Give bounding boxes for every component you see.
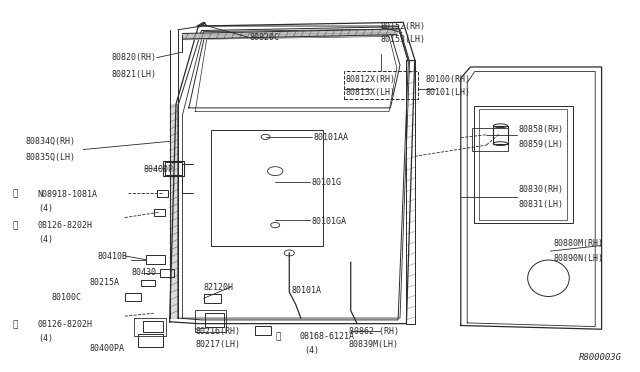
Text: 08126-8202H: 08126-8202H — [37, 221, 92, 230]
Text: 80216(RH): 80216(RH) — [195, 327, 240, 336]
Text: 80101GA: 80101GA — [312, 217, 347, 226]
Text: Ⓝ: Ⓝ — [13, 190, 18, 199]
Bar — [195, 310, 226, 332]
Text: 80152(RH): 80152(RH) — [381, 22, 426, 31]
Text: (4): (4) — [38, 235, 53, 244]
Text: 80410B: 80410B — [98, 252, 128, 261]
Bar — [255, 326, 271, 335]
Text: 80890N(LH): 80890N(LH) — [554, 254, 604, 263]
Text: 80821(LH): 80821(LH) — [112, 70, 157, 79]
Text: Ⓑ: Ⓑ — [13, 320, 18, 329]
Text: 80101(LH): 80101(LH) — [426, 89, 470, 97]
Text: 80215A: 80215A — [90, 278, 120, 287]
Bar — [472, 128, 508, 151]
Bar — [146, 255, 165, 264]
Text: 80839M(LH): 80839M(LH) — [349, 340, 399, 349]
Text: R800003G: R800003G — [579, 353, 622, 362]
Bar — [157, 190, 168, 197]
Text: 80101G: 80101G — [312, 178, 342, 187]
Text: Ⓑ: Ⓑ — [275, 332, 280, 341]
Text: 80100C: 80100C — [51, 293, 81, 302]
Text: 80217(LH): 80217(LH) — [195, 340, 240, 349]
Bar — [163, 161, 184, 176]
Bar — [344, 71, 418, 99]
Text: 08126-8202H: 08126-8202H — [37, 320, 92, 329]
Text: Ⓑ: Ⓑ — [13, 221, 18, 230]
Text: 80400PA: 80400PA — [90, 344, 125, 353]
Text: 80831(LH): 80831(LH) — [518, 200, 563, 209]
Bar — [141, 280, 155, 286]
Bar — [479, 109, 567, 220]
Bar — [160, 269, 174, 277]
Bar — [125, 293, 141, 301]
Text: 80400P: 80400P — [144, 165, 174, 174]
Text: 80820(RH): 80820(RH) — [112, 53, 157, 62]
Bar — [204, 294, 221, 303]
Text: 80880M(RH): 80880M(RH) — [554, 239, 604, 248]
Bar — [138, 334, 163, 347]
Bar — [474, 106, 573, 223]
Text: 80859(LH): 80859(LH) — [518, 140, 563, 149]
Text: 08168-6121A: 08168-6121A — [300, 332, 355, 341]
Text: 80812X(RH): 80812X(RH) — [346, 76, 396, 84]
Text: 80100(RH): 80100(RH) — [426, 76, 470, 84]
Text: 80835Q(LH): 80835Q(LH) — [26, 153, 76, 161]
Bar — [493, 126, 508, 144]
Text: 80153(LH): 80153(LH) — [381, 35, 426, 44]
Text: (4): (4) — [304, 346, 319, 355]
Text: 80101A: 80101A — [291, 286, 321, 295]
Text: N08918-1081A: N08918-1081A — [37, 190, 97, 199]
Bar — [211, 130, 323, 246]
Text: (4): (4) — [38, 204, 53, 213]
Text: 80430: 80430 — [131, 268, 156, 277]
Bar — [154, 209, 165, 216]
Text: (4): (4) — [38, 334, 53, 343]
Bar — [205, 313, 224, 327]
Text: 80858(RH): 80858(RH) — [518, 125, 563, 134]
Text: 80830(RH): 80830(RH) — [518, 185, 563, 194]
Text: 80862 (RH): 80862 (RH) — [349, 327, 399, 336]
Text: 80101AA: 80101AA — [314, 133, 349, 142]
Text: 80820C: 80820C — [250, 33, 280, 42]
Bar — [134, 318, 166, 336]
Text: 80834Q(RH): 80834Q(RH) — [26, 137, 76, 146]
Text: 82120H: 82120H — [204, 283, 234, 292]
Text: 80813X(LH): 80813X(LH) — [346, 89, 396, 97]
Bar — [143, 321, 163, 332]
